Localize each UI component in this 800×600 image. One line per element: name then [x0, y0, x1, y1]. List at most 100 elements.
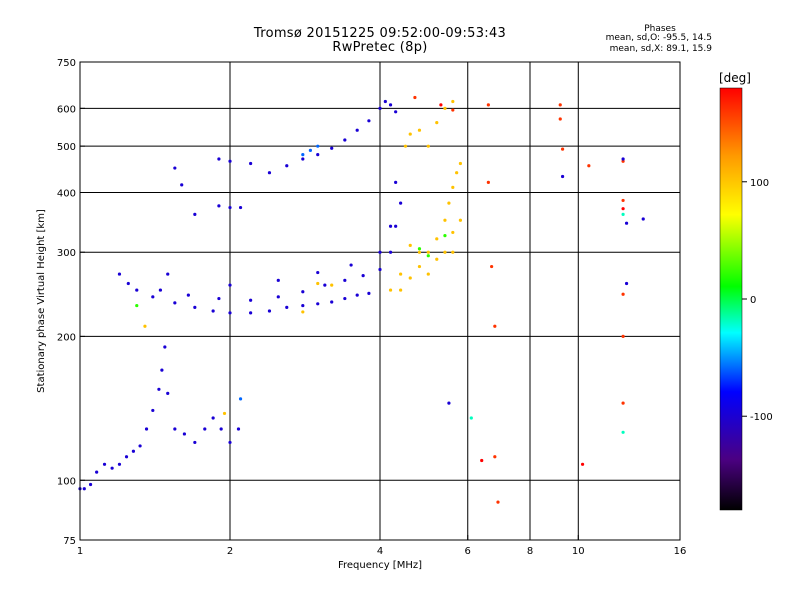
scatter-point [131, 449, 136, 453]
scatter-point [285, 164, 289, 168]
scatter-point [621, 430, 625, 434]
scatter-point [238, 397, 243, 401]
scatter-point [349, 263, 353, 267]
scatter-points [78, 95, 645, 504]
scatter-point [447, 201, 451, 205]
scatter-point [180, 183, 184, 187]
scatter-point [138, 444, 142, 448]
scatter-point [621, 159, 625, 163]
colorbar-tick-label: 0 [750, 295, 756, 306]
scatter-point [166, 272, 170, 276]
scatter-point [249, 298, 253, 302]
scatter-point [135, 288, 139, 292]
scatter-point [451, 108, 455, 112]
scatter-point [621, 198, 625, 203]
scatter-point [193, 305, 197, 309]
scatter-point [435, 237, 439, 241]
scatter-point [587, 164, 591, 168]
scatter-point [301, 157, 305, 161]
y-axis-label: Stationary phase Virtual Height [km] [36, 209, 47, 393]
scatter-point [355, 128, 359, 132]
scatter-point [330, 283, 334, 287]
scatter-point [378, 106, 382, 110]
scatter-point [435, 121, 439, 125]
scatter-point [624, 281, 629, 286]
scatter-point [621, 207, 625, 211]
scatter-point [417, 247, 422, 251]
y-tick-label: 400 [57, 188, 76, 199]
y-tick-label: 600 [57, 104, 76, 115]
scatter-point [408, 243, 412, 248]
scatter-point [249, 311, 253, 315]
scatter-point [144, 427, 149, 431]
scatter-point [447, 401, 451, 405]
scatter-point [383, 99, 387, 104]
x-tick-label: 16 [674, 546, 687, 557]
scatter-point [451, 185, 455, 189]
scatter-point [316, 281, 320, 286]
scatter-point [117, 462, 122, 466]
scatter-point [316, 153, 320, 157]
scatter-point [443, 218, 447, 222]
colorbar-tick-label: 100 [750, 178, 769, 189]
scatter-point [173, 166, 177, 170]
x-axis-label: Frequency [MHz] [338, 560, 422, 571]
y-tick-label: 75 [63, 536, 76, 547]
y-tick-label: 500 [57, 142, 76, 153]
scatter-point [451, 99, 455, 104]
scatter-point [486, 180, 490, 184]
scatter-point [211, 416, 215, 420]
scatter-point [157, 387, 161, 391]
scatter-point [343, 296, 347, 301]
scatter-point [426, 144, 430, 148]
scatter-point [228, 205, 232, 210]
scatter-point [193, 440, 197, 445]
scatter-point [458, 161, 463, 166]
scatter-point [443, 250, 447, 254]
colorbar-ticks: 100 0 -100 [742, 178, 773, 423]
scatter-point [124, 455, 129, 459]
scatter-point [343, 278, 347, 282]
scatter-point [110, 466, 114, 470]
scatter-point [182, 432, 186, 436]
scatter-point [276, 278, 280, 282]
scatter-point [426, 254, 430, 258]
scatter-point [228, 311, 232, 315]
scatter-point [408, 132, 412, 136]
phases-stats-title: Phases [644, 24, 676, 34]
scatter-point [394, 180, 398, 184]
scatter-point [330, 300, 334, 304]
scatter-point [135, 303, 139, 308]
scatter-point [417, 250, 422, 254]
scatter-point [323, 283, 327, 287]
scatter-point [308, 148, 313, 152]
scatter-point [443, 106, 447, 110]
scatter-point [399, 272, 403, 276]
scatter-point [276, 295, 280, 299]
scatter-point [621, 292, 625, 296]
scatter-point [173, 427, 177, 431]
scatter-point [330, 146, 334, 150]
scatter-point [95, 470, 99, 474]
scatter-point [378, 267, 382, 272]
scatter-point [238, 205, 243, 210]
x-tick-label: 1 [77, 546, 83, 557]
scatter-point [621, 157, 625, 161]
scatter-point [580, 462, 585, 466]
scatter-point [426, 272, 430, 276]
scatter-point [158, 288, 163, 292]
scatter-point [399, 201, 403, 205]
scatter-point [403, 144, 408, 148]
scatter-point [82, 487, 86, 491]
scatter-point [417, 264, 422, 269]
scatter-point [493, 324, 497, 328]
x-tick-label: 6 [465, 546, 471, 557]
scatter-point [388, 224, 393, 228]
scatter-point [408, 276, 412, 280]
scatter-point [624, 221, 629, 225]
scatter-point [486, 103, 490, 107]
scatter-point [493, 455, 497, 459]
scatter-point [163, 345, 167, 349]
